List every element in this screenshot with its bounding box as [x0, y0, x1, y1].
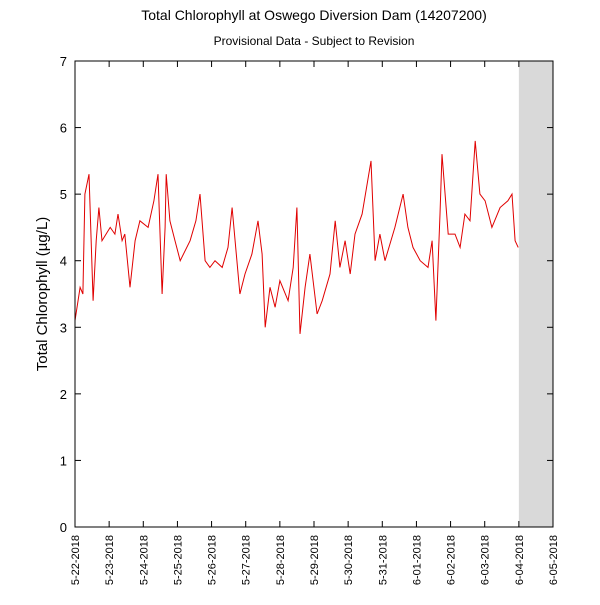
- x-tick-label: 5-22-2018: [70, 535, 82, 585]
- y-tick-label: 0: [60, 520, 67, 535]
- y-tick-label: 7: [60, 54, 67, 69]
- no-data-region: [518, 61, 553, 527]
- x-tick-label: 5-24-2018: [138, 535, 150, 585]
- x-tick-label: 5-31-2018: [377, 535, 389, 585]
- x-tick-label: 5-25-2018: [172, 535, 184, 585]
- x-tick-label: 6-03-2018: [480, 535, 492, 585]
- chart-subtitle: Provisional Data - Subject to Revision: [214, 34, 415, 48]
- x-tick-label: 5-23-2018: [104, 535, 116, 585]
- x-tick-label: 5-29-2018: [309, 535, 321, 585]
- plot-frame: [74, 60, 554, 528]
- x-tick-label: 6-05-2018: [548, 535, 560, 585]
- y-axis-label: Total Chlorophyll (µg/L): [34, 217, 51, 372]
- y-tick-label: 2: [60, 387, 67, 402]
- y-tick-label: 5: [60, 187, 67, 202]
- x-tick-label: 6-01-2018: [411, 535, 423, 585]
- chart-title: Total Chlorophyll at Oswego Diversion Da…: [141, 7, 487, 23]
- y-tick-label: 6: [60, 121, 67, 136]
- y-tick-label: 3: [60, 320, 67, 335]
- y-tick-label: 4: [60, 254, 67, 269]
- x-tick-label: 5-30-2018: [343, 535, 355, 585]
- data-line: [74, 140, 519, 334]
- y-tick-label: 1: [60, 453, 67, 468]
- x-tick-label: 6-02-2018: [446, 535, 458, 585]
- x-tick-label: 5-28-2018: [275, 535, 287, 585]
- x-tick-label: 5-26-2018: [207, 535, 219, 585]
- x-tick-label: 6-04-2018: [514, 535, 526, 585]
- x-tick-label: 5-27-2018: [241, 535, 253, 585]
